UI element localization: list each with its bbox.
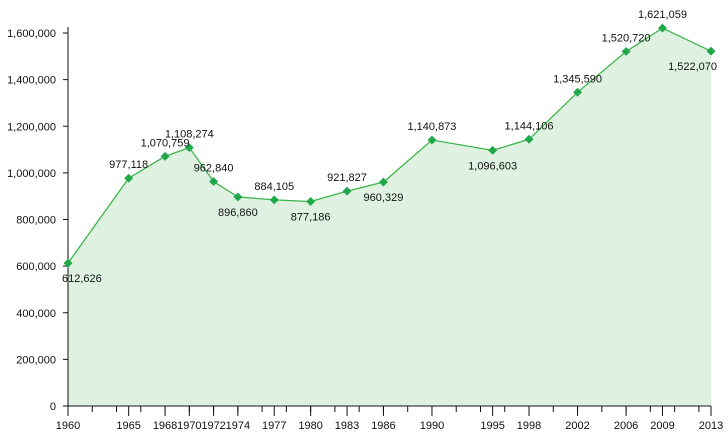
x-tick-label: 2009 [650, 420, 674, 432]
x-tick-label: 1968 [153, 420, 177, 432]
data-point-marker [63, 258, 73, 268]
data-point-marker [184, 143, 194, 153]
x-tick-label: 2002 [565, 420, 589, 432]
y-tick-label: 600,000 [16, 261, 56, 273]
data-label: 1,522,070 [668, 61, 717, 73]
x-tick-label: 1974 [226, 420, 250, 432]
y-axis: 0 200,000 400,000 600,000 800,000 1,000,000 1,… [7, 27, 69, 413]
data-point-marker [378, 177, 388, 187]
y-tick-label: 1,400,000 [7, 75, 56, 87]
x-tick-label: 1986 [371, 420, 395, 432]
data-label: 1,345,590 [553, 73, 602, 85]
x-tick-label: 1980 [298, 420, 322, 432]
x-tick-label: 1965 [116, 420, 140, 432]
x-tick-label: 1990 [420, 420, 444, 432]
data-point-marker [427, 135, 437, 145]
data-label: 1,096,603 [468, 160, 517, 172]
x-tick-label: 1995 [480, 420, 504, 432]
data-point-marker [269, 195, 279, 205]
data-label: 1,140,873 [407, 121, 456, 133]
y-tick-label: 1,000,000 [7, 168, 56, 180]
y-tick-label: 200,000 [16, 354, 56, 366]
x-tick-label: 1977 [262, 420, 286, 432]
data-label: 896,860 [218, 207, 258, 219]
data-label: 1,108,274 [165, 129, 214, 141]
x-axis: 1960 1965 1968 1970 1972 1974 1977 1980 1983 1986… [56, 405, 723, 432]
data-point-marker [124, 173, 134, 183]
data-point-marker [706, 46, 716, 56]
data-point-marker [572, 87, 583, 97]
data-point-marker [209, 176, 219, 187]
area-fill [68, 28, 711, 407]
data-point-marker [233, 192, 243, 202]
x-tick-label: 1970 [177, 420, 201, 432]
data-point-marker [306, 196, 316, 207]
data-label: 921,827 [327, 172, 367, 184]
x-tick-label: 2006 [614, 420, 638, 432]
y-tick-label: 1,600,000 [7, 28, 56, 40]
x-tick-label: 2013 [699, 420, 723, 432]
data-point-marker [342, 186, 352, 196]
y-tick-label: 800,000 [16, 215, 56, 227]
data-label: 884,105 [254, 181, 294, 193]
data-label: 1,070,759 [141, 137, 190, 149]
marker-layer [63, 23, 716, 268]
data-label: 962,840 [194, 163, 234, 175]
data-label: 1,621,059 [638, 9, 687, 21]
x-tick-label: 1972 [201, 420, 225, 432]
data-label: 1,144,106 [505, 120, 554, 132]
data-point-marker [160, 151, 170, 161]
data-label: 612,626 [62, 273, 102, 285]
data-label: 977,118 [109, 159, 148, 171]
data-label: 960,329 [364, 192, 404, 204]
data-point-marker [488, 145, 498, 155]
data-label: 1,520,720 [602, 32, 651, 44]
y-tick-label: 0 [50, 401, 56, 413]
x-tick-label: 1960 [56, 420, 80, 432]
area-layer [68, 28, 711, 407]
data-point-marker [621, 46, 631, 57]
y-tick-label: 1,200,000 [7, 121, 56, 133]
x-tick-label: 1998 [517, 420, 541, 432]
y-tick-label: 400,000 [16, 308, 56, 320]
data-point-marker [657, 23, 668, 33]
x-tick-label: 1983 [335, 420, 359, 432]
data-point-marker [524, 134, 534, 144]
data-label: 877,186 [291, 212, 331, 224]
